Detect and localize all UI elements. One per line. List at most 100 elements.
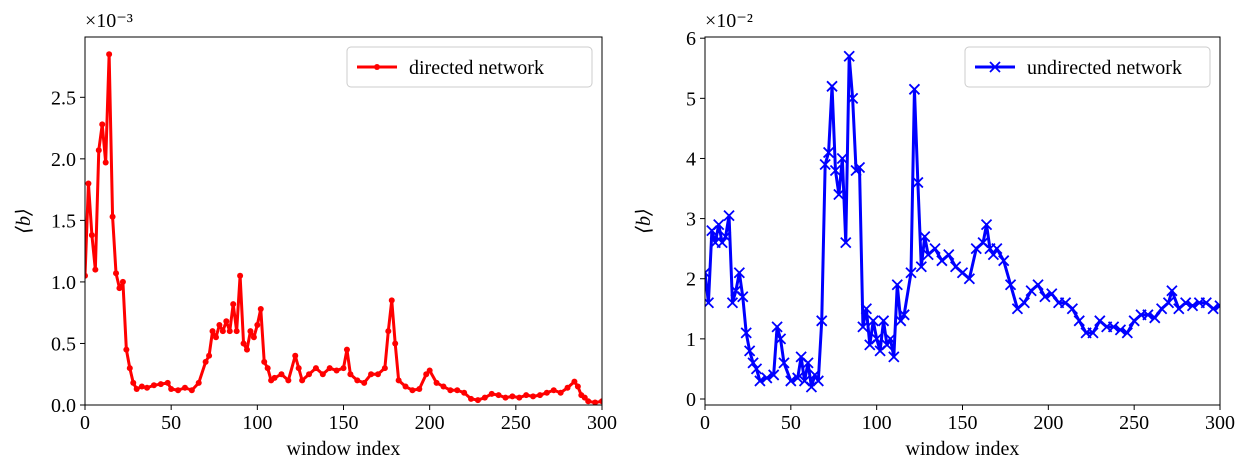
marker	[871, 333, 883, 345]
marker	[295, 365, 302, 372]
y-axis-label: ⟨b⟩	[633, 208, 655, 234]
marker	[144, 384, 151, 391]
x-tick-label: 50	[781, 412, 801, 434]
marker	[388, 297, 395, 304]
x-axis-label: window index	[906, 438, 1020, 460]
x-tick-label: 200	[1033, 412, 1063, 434]
marker	[278, 371, 285, 378]
marker	[1004, 279, 1017, 291]
marker	[884, 333, 897, 345]
marker	[88, 232, 95, 239]
marker	[326, 365, 333, 372]
marker	[743, 345, 756, 357]
x-tick-label: 150	[329, 412, 359, 434]
marker	[233, 328, 240, 335]
marker	[843, 50, 855, 62]
x-tick-label: 300	[587, 412, 617, 434]
marker	[774, 333, 787, 345]
marker	[919, 230, 931, 243]
marker	[509, 393, 516, 400]
marker	[819, 158, 831, 171]
marker	[502, 394, 509, 401]
marker	[164, 379, 171, 386]
marker	[495, 392, 502, 399]
legend-marker	[374, 64, 380, 70]
marker	[168, 386, 175, 392]
marker	[1149, 312, 1161, 324]
marker	[461, 389, 468, 396]
marker	[750, 363, 763, 375]
marker	[374, 371, 381, 378]
marker	[257, 306, 264, 312]
marker	[292, 352, 299, 359]
marker	[816, 315, 828, 327]
axes-frame	[704, 36, 1221, 406]
marker	[943, 249, 955, 261]
y-tick-label: 2	[686, 269, 696, 291]
x-tick-label: 150	[948, 412, 978, 434]
marker	[130, 379, 137, 386]
marker	[92, 266, 99, 273]
marker	[312, 365, 319, 372]
marker	[557, 389, 564, 396]
marker	[206, 352, 213, 359]
marker	[385, 328, 392, 335]
marker	[468, 395, 475, 402]
legend-box	[346, 46, 593, 88]
legend-label: directed network	[409, 57, 544, 79]
marker	[240, 340, 247, 347]
marker	[226, 328, 233, 335]
marker	[1073, 315, 1085, 327]
x-tick-label: 0	[700, 412, 710, 434]
y-tick-label: 1	[686, 329, 696, 351]
marker	[99, 121, 106, 128]
x-tick-label: 50	[161, 412, 181, 434]
x-tick-label: 250	[1119, 412, 1149, 434]
y-tick-label: 3	[686, 209, 696, 231]
y-offset-label: ×10⁻³	[85, 10, 133, 32]
marker	[812, 375, 824, 387]
marker	[530, 393, 537, 400]
marker	[574, 383, 581, 390]
marker	[212, 334, 219, 341]
marker	[188, 387, 195, 394]
marker	[881, 339, 893, 351]
marker	[963, 273, 976, 285]
y-tick-label: 0.0	[51, 395, 76, 417]
marker	[264, 365, 271, 372]
marker	[840, 237, 852, 249]
series-line	[85, 52, 602, 405]
marker	[826, 80, 838, 92]
marker	[95, 147, 102, 154]
marker	[860, 303, 873, 315]
marker	[368, 371, 375, 378]
legend-box	[964, 46, 1211, 88]
marker	[250, 334, 257, 341]
x-tick-label: 100	[242, 412, 272, 434]
marker	[564, 384, 571, 391]
y-tick-label: 4	[686, 148, 696, 170]
marker	[516, 394, 523, 401]
marker	[395, 377, 402, 384]
marker	[802, 357, 814, 369]
marker	[599, 398, 602, 405]
y-axis-label: ⟨b⟩	[13, 208, 35, 234]
marker	[126, 365, 133, 372]
marker	[402, 383, 409, 390]
marker	[1039, 291, 1051, 303]
marker	[219, 328, 226, 335]
x-tick-label: 0	[80, 412, 90, 434]
marker	[223, 318, 230, 325]
marker	[778, 357, 790, 369]
marker	[833, 188, 845, 201]
marker	[716, 237, 728, 249]
marker	[1032, 279, 1044, 291]
marker	[836, 152, 848, 165]
marker	[254, 322, 261, 328]
marker	[761, 372, 773, 384]
marker	[116, 285, 123, 292]
marker	[705, 267, 711, 279]
marker	[333, 367, 340, 374]
marker	[723, 209, 735, 222]
